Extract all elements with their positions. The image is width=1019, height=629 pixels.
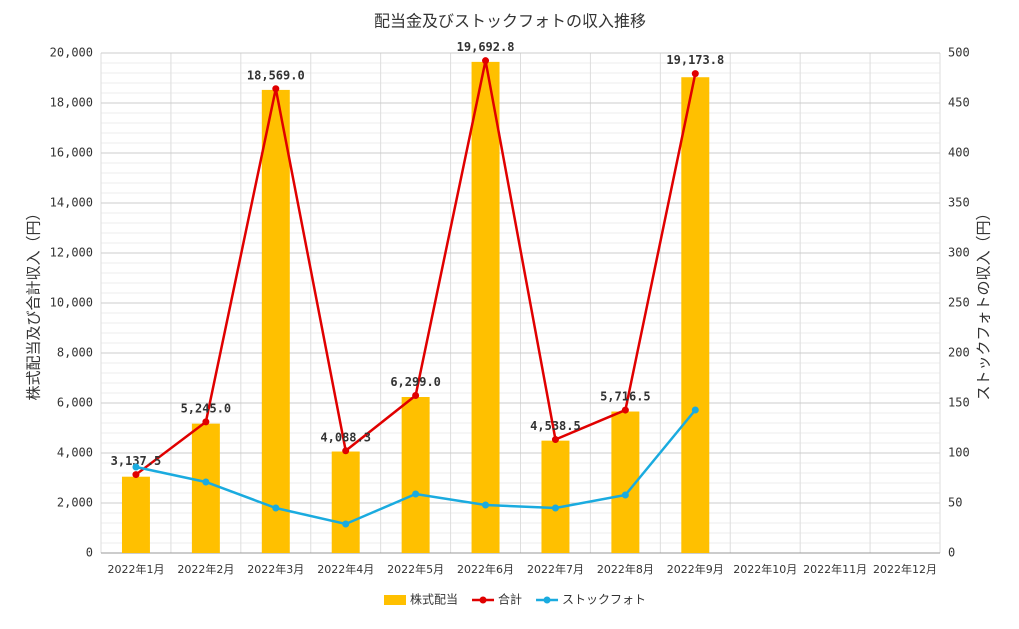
- x-tick-label: 2022年2月: [177, 562, 234, 576]
- x-tick-label: 2022年4月: [317, 562, 374, 576]
- data-label: 19,692.8: [457, 40, 515, 54]
- point: [132, 471, 140, 479]
- point: [412, 490, 420, 498]
- bar: [471, 61, 500, 553]
- point: [272, 504, 280, 512]
- y-axis-title: 株式配当及び合計収入（円）: [25, 205, 43, 400]
- bar: [121, 476, 150, 553]
- y2-tick-label: 300: [948, 246, 970, 260]
- y2-tick-label: 150: [948, 396, 970, 410]
- data-label: 19,173.8: [666, 53, 724, 67]
- point: [621, 406, 629, 414]
- bar: [191, 423, 220, 553]
- point: [691, 406, 699, 414]
- y2-tick-label: 400: [948, 146, 970, 160]
- point: [342, 447, 350, 455]
- x-tick-label: 2022年1月: [107, 562, 164, 576]
- y-tick-label: 16,000: [50, 146, 93, 160]
- point: [621, 491, 629, 499]
- data-label: 5,716.5: [600, 390, 651, 404]
- x-tick-label: 2022年12月: [873, 562, 937, 576]
- y2-tick-label: 200: [948, 346, 970, 360]
- point: [691, 70, 699, 78]
- y2-tick-label: 350: [948, 196, 970, 210]
- point: [482, 501, 490, 509]
- data-label: 5,245.0: [181, 401, 232, 415]
- bar: [331, 451, 360, 553]
- bar: [541, 440, 570, 553]
- legend-swatch: [479, 596, 487, 604]
- y-tick-label: 14,000: [50, 196, 93, 210]
- bar: [401, 397, 430, 553]
- point: [412, 392, 420, 400]
- x-tick-label: 2022年7月: [527, 562, 584, 576]
- legend-label: 株式配当: [410, 592, 458, 607]
- bar: [261, 89, 290, 554]
- x-tick-label: 2022年10月: [733, 562, 797, 576]
- data-label: 4,538.5: [530, 419, 581, 433]
- y2-tick-label: 500: [948, 46, 970, 60]
- point: [551, 504, 559, 512]
- y2-tick-label: 250: [948, 296, 970, 310]
- y-tick-label: 18,000: [50, 96, 93, 110]
- x-tick-label: 2022年9月: [667, 562, 724, 576]
- x-tick-label: 2022年6月: [457, 562, 514, 576]
- y-tick-label: 20,000: [50, 46, 93, 60]
- x-tick-label: 2022年3月: [247, 562, 304, 576]
- x-tick-label: 2022年8月: [597, 562, 654, 576]
- y-tick-label: 4,000: [57, 446, 93, 460]
- point: [132, 463, 140, 471]
- x-tick-label: 2022年11月: [803, 562, 867, 576]
- x-tick-label: 2022年5月: [387, 562, 444, 576]
- y2-tick-label: 0: [948, 546, 955, 560]
- y2-tick-label: 450: [948, 96, 970, 110]
- y-tick-label: 12,000: [50, 246, 93, 260]
- legend-label: ストックフォト: [562, 593, 646, 607]
- y2-axis-title: ストックフォトの収入（円）: [975, 205, 993, 400]
- bar: [681, 77, 710, 553]
- point: [342, 520, 350, 528]
- point: [202, 418, 210, 426]
- point: [272, 85, 280, 93]
- data-label: 18,569.0: [247, 68, 305, 82]
- legend-label: 合計: [498, 592, 522, 607]
- data-label: 4,088.3: [320, 430, 371, 444]
- point: [202, 478, 210, 486]
- legend-swatch: [384, 595, 406, 605]
- y-tick-label: 8,000: [57, 346, 93, 360]
- point: [482, 57, 490, 65]
- legend-swatch: [543, 596, 551, 604]
- point: [551, 436, 559, 444]
- y-tick-label: 0: [86, 546, 93, 560]
- y2-tick-label: 50: [948, 496, 962, 510]
- data-label: 6,299.0: [390, 375, 441, 389]
- y-tick-label: 6,000: [57, 396, 93, 410]
- chart-title: 配当金及びストックフォトの収入推移: [374, 12, 646, 31]
- y2-tick-label: 100: [948, 446, 970, 460]
- data-label: 3,137.5: [111, 454, 162, 468]
- y-tick-label: 2,000: [57, 496, 93, 510]
- y-tick-label: 10,000: [50, 296, 93, 310]
